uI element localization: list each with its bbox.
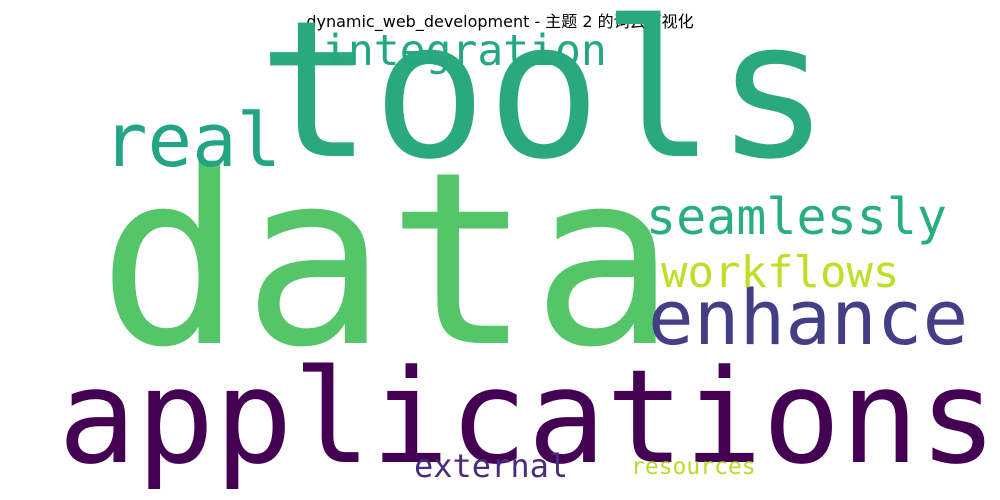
word-tools: tools	[258, 0, 830, 201]
word-external: external	[414, 447, 569, 485]
word-data: data	[98, 120, 676, 400]
word-real: real	[103, 98, 282, 184]
word-seamlessly: seamlessly	[646, 188, 948, 246]
word-workflows: workflows	[661, 247, 900, 298]
word-applications: applications	[58, 341, 998, 493]
word-enhance: enhance	[648, 273, 969, 362]
word-resources: resources	[631, 454, 756, 480]
word-integration: integration	[322, 26, 607, 76]
chart-title: dynamic_web_development - 主题 2 的词云可视化	[306, 12, 694, 31]
